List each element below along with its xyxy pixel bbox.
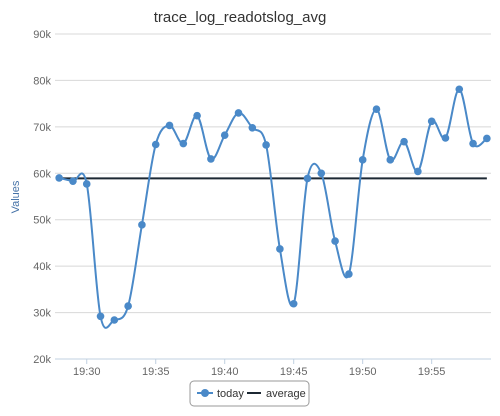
data-point[interactable] bbox=[289, 299, 298, 308]
data-point[interactable] bbox=[234, 109, 243, 117]
y-tick-label: 50k bbox=[33, 215, 51, 227]
x-tick-label: 19:40 bbox=[211, 366, 239, 378]
y-axis-ticks: 20k 30k 40k 50k 60k 70k 80k 90k bbox=[33, 29, 51, 366]
data-point[interactable] bbox=[69, 177, 77, 185]
x-tick-label: 19:45 bbox=[280, 366, 308, 378]
legend-item-today[interactable]: today bbox=[197, 388, 244, 400]
data-point[interactable] bbox=[165, 121, 174, 130]
data-point[interactable] bbox=[262, 141, 270, 149]
y-tick-label: 60k bbox=[33, 168, 51, 180]
data-point[interactable] bbox=[248, 123, 257, 132]
y-tick-label: 20k bbox=[33, 354, 51, 366]
data-point[interactable] bbox=[358, 156, 367, 164]
y-tick-label: 70k bbox=[33, 122, 51, 134]
data-point[interactable] bbox=[207, 155, 215, 163]
data-point[interactable] bbox=[414, 167, 422, 176]
chart-title: trace_log_readotslog_avg bbox=[154, 9, 327, 26]
data-point[interactable] bbox=[317, 169, 326, 178]
legend-average-label: average bbox=[266, 388, 306, 400]
legend: today average bbox=[189, 380, 310, 407]
data-point[interactable] bbox=[124, 302, 132, 310]
x-tick-label: 19:30 bbox=[73, 366, 101, 378]
y-tick-label: 90k bbox=[33, 29, 51, 41]
x-axis-ticks: 19:30 19:35 19:40 19:45 19:50 19:55 bbox=[73, 359, 445, 378]
legend-today-marker bbox=[201, 389, 209, 397]
data-point[interactable] bbox=[82, 180, 91, 188]
data-point[interactable] bbox=[427, 117, 436, 126]
grid-lines bbox=[55, 33, 491, 360]
x-tick-label: 19:55 bbox=[418, 366, 446, 378]
data-point[interactable] bbox=[193, 111, 201, 120]
data-point[interactable] bbox=[331, 237, 339, 245]
data-point[interactable] bbox=[469, 139, 477, 148]
legend-today-label: today bbox=[217, 388, 244, 400]
x-tick-label: 19:50 bbox=[349, 366, 377, 378]
data-point[interactable] bbox=[455, 85, 464, 94]
data-point[interactable] bbox=[110, 316, 119, 324]
data-point[interactable] bbox=[303, 174, 312, 183]
data-point[interactable] bbox=[372, 105, 381, 114]
data-point[interactable] bbox=[151, 140, 160, 149]
data-point[interactable] bbox=[345, 270, 353, 278]
y-tick-label: 80k bbox=[33, 75, 51, 87]
x-tick-label: 19:35 bbox=[142, 366, 170, 378]
data-point[interactable] bbox=[441, 134, 450, 142]
data-point[interactable] bbox=[483, 134, 491, 143]
y-tick-label: 30k bbox=[33, 308, 51, 320]
y-tick-label: 40k bbox=[33, 261, 51, 273]
data-point[interactable] bbox=[386, 156, 395, 164]
data-point[interactable] bbox=[400, 137, 408, 146]
data-point[interactable] bbox=[55, 174, 63, 182]
series-layer bbox=[55, 85, 491, 329]
legend-item-average[interactable]: average bbox=[247, 388, 306, 400]
data-point[interactable] bbox=[276, 245, 284, 253]
data-point[interactable] bbox=[220, 131, 229, 140]
series-today-line bbox=[58, 88, 488, 329]
data-point[interactable] bbox=[96, 312, 105, 321]
data-point[interactable] bbox=[138, 221, 146, 229]
y-axis-label: Values bbox=[10, 180, 22, 213]
data-point[interactable] bbox=[179, 139, 188, 148]
